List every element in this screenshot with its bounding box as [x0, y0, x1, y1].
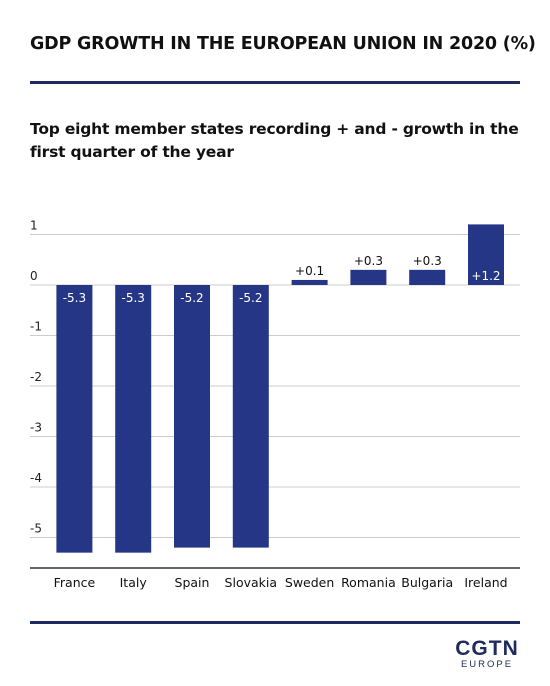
- bar: [291, 279, 328, 285]
- bottom-divider: [30, 621, 520, 624]
- bar: [350, 269, 387, 285]
- data-label: -5.3: [63, 291, 86, 305]
- bar: [174, 285, 210, 548]
- category-label: Bulgaria: [401, 575, 453, 590]
- top-divider: [30, 81, 520, 84]
- bar: [232, 285, 269, 548]
- data-label: +1.2: [471, 269, 500, 283]
- bar: [409, 269, 446, 285]
- y-tick-label: -5: [30, 522, 42, 536]
- y-tick-label: 0: [30, 269, 38, 283]
- data-label: +0.3: [354, 254, 383, 268]
- y-tick-label: -1: [30, 320, 42, 334]
- y-tick-label: -4: [30, 471, 42, 485]
- bar: [115, 285, 152, 553]
- data-label: +0.3: [413, 254, 442, 268]
- y-tick-label: 1: [30, 219, 38, 233]
- data-label: -5.2: [239, 291, 262, 305]
- chart-title: GDP GROWTH IN THE EUROPEAN UNION IN 2020…: [30, 34, 536, 54]
- logo-subline: EUROPE: [460, 659, 514, 670]
- y-tick-label: -2: [30, 370, 42, 384]
- category-label: Italy: [120, 575, 148, 590]
- bar: [468, 224, 504, 285]
- category-label: France: [54, 575, 96, 590]
- category-label: Spain: [175, 575, 210, 590]
- category-label: Romania: [341, 575, 396, 590]
- data-label: -5.2: [180, 291, 203, 305]
- data-label: -5.3: [121, 291, 144, 305]
- chart-subtitle: Top eight member states recording + and …: [30, 120, 519, 161]
- category-label: Ireland: [464, 575, 507, 590]
- cgtn-europe-logo: CGTN EUROPE: [452, 638, 522, 670]
- category-label: Sweden: [285, 575, 334, 590]
- logo-wordmark: CGTN: [455, 637, 519, 660]
- category-label: Slovakia: [225, 575, 277, 590]
- bar: [56, 285, 93, 553]
- y-tick-label: -3: [30, 421, 42, 435]
- data-label: +0.1: [295, 264, 324, 278]
